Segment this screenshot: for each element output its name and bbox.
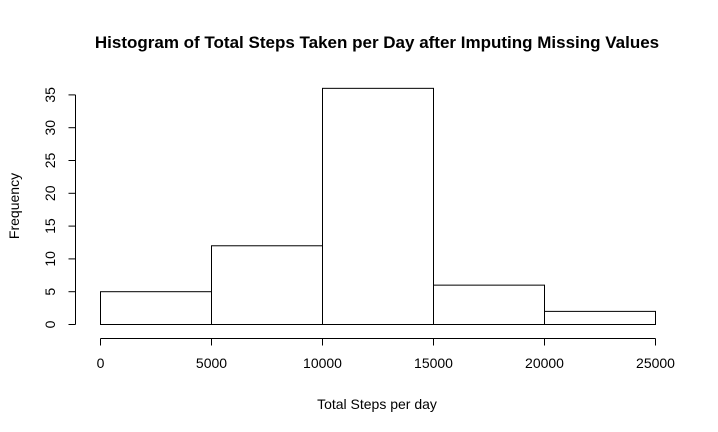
y-tick-label-2: 10 [42, 251, 58, 267]
x-axis: 0 5000 10000 15000 20000 25000 [97, 338, 675, 371]
y-tick-label-6: 30 [42, 120, 58, 136]
histogram-bar-2 [322, 87, 434, 325]
y-tick-label-1: 5 [42, 288, 58, 296]
histogram-bar-1 [211, 245, 323, 325]
x-tick-label-2: 10000 [303, 355, 342, 371]
y-axis: 0 5 10 15 20 25 30 35 [42, 87, 76, 328]
bars-group [100, 87, 656, 326]
histogram-bar-0 [100, 291, 212, 326]
chart-title: Histogram of Total Steps Taken per Day a… [95, 33, 659, 52]
y-tick-label-4: 20 [42, 185, 58, 201]
histogram-bar-4 [544, 310, 656, 326]
y-tick-label-5: 25 [42, 153, 58, 169]
y-axis-label: Frequency [6, 173, 22, 239]
x-axis-label: Total Steps per day [317, 396, 437, 412]
x-tick-label-3: 15000 [414, 355, 453, 371]
x-tick-label-5: 25000 [636, 355, 675, 371]
y-tick-label-0: 0 [42, 320, 58, 328]
x-tick-label-0: 0 [97, 355, 105, 371]
y-tick-label-7: 35 [42, 87, 58, 103]
histogram-bar-3 [433, 284, 545, 326]
x-tick-label-1: 5000 [196, 355, 227, 371]
y-tick-label-3: 15 [42, 218, 58, 234]
x-tick-label-4: 20000 [525, 355, 564, 371]
